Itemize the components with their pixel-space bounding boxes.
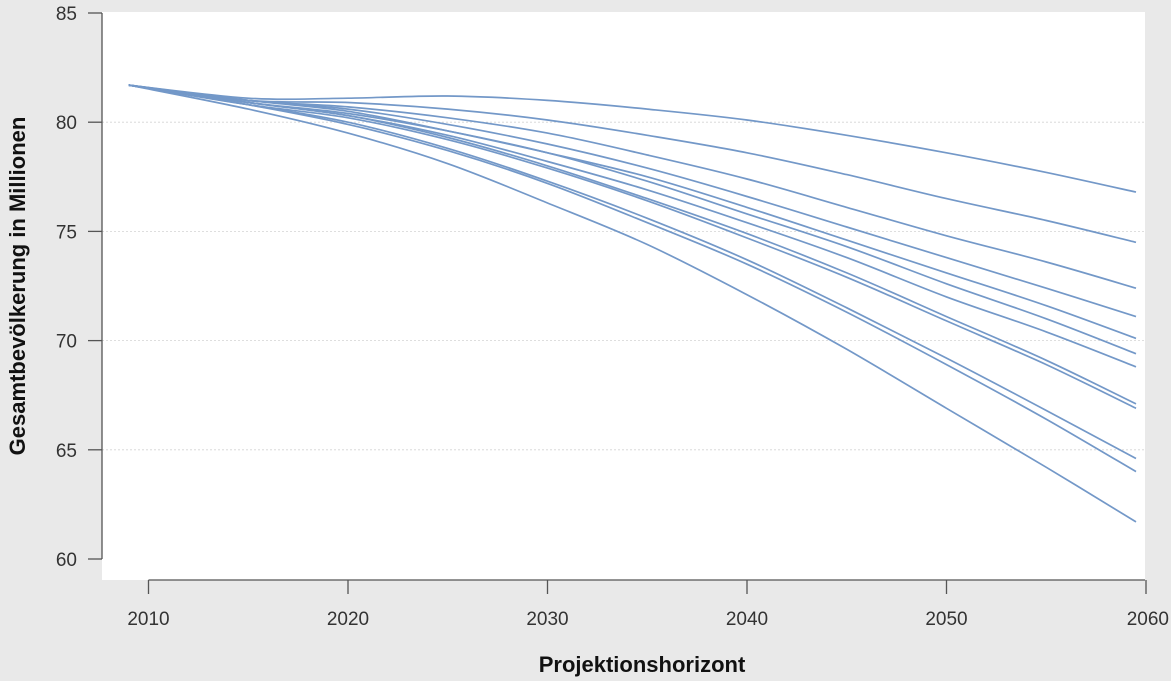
series-line-4	[128, 84, 1137, 318]
x-tick-label: 2020	[327, 609, 369, 630]
y-tick-label: 85	[56, 4, 77, 25]
x-axis: 2010 2020 2030 2040 2050 2060	[127, 579, 1169, 630]
x-axis-title: Projektionshorizont	[539, 652, 746, 677]
series-line-8	[128, 84, 1137, 405]
x-tick-label: 2060	[1127, 609, 1169, 630]
x-tick-label: 2010	[127, 609, 169, 630]
series-line-11	[128, 84, 1137, 473]
plot-area	[102, 12, 1145, 580]
y-axis-title: Gesamtbevölkerung in Millionen	[5, 117, 30, 456]
series-lines	[128, 84, 1137, 523]
series-line-9	[128, 84, 1137, 410]
series-line-5	[128, 84, 1137, 340]
y-tick-label: 75	[56, 222, 77, 243]
series-line-10	[128, 84, 1137, 460]
series-line-3	[128, 84, 1137, 290]
y-tick-label: 60	[56, 550, 77, 571]
series-line-1	[128, 84, 1137, 193]
y-tick-label: 80	[56, 113, 77, 134]
gridlines	[102, 121, 1145, 451]
x-tick-label: 2050	[925, 609, 967, 630]
x-tick-label: 2030	[526, 609, 568, 630]
series-line-2	[128, 84, 1137, 244]
series-line-6	[128, 84, 1137, 355]
series-line-12	[128, 84, 1137, 523]
y-tick-label: 65	[56, 441, 77, 462]
y-tick-label: 70	[56, 332, 77, 353]
x-tick-label: 2040	[726, 609, 768, 630]
y-axis: 60 65 70 75 80 85	[56, 4, 103, 571]
